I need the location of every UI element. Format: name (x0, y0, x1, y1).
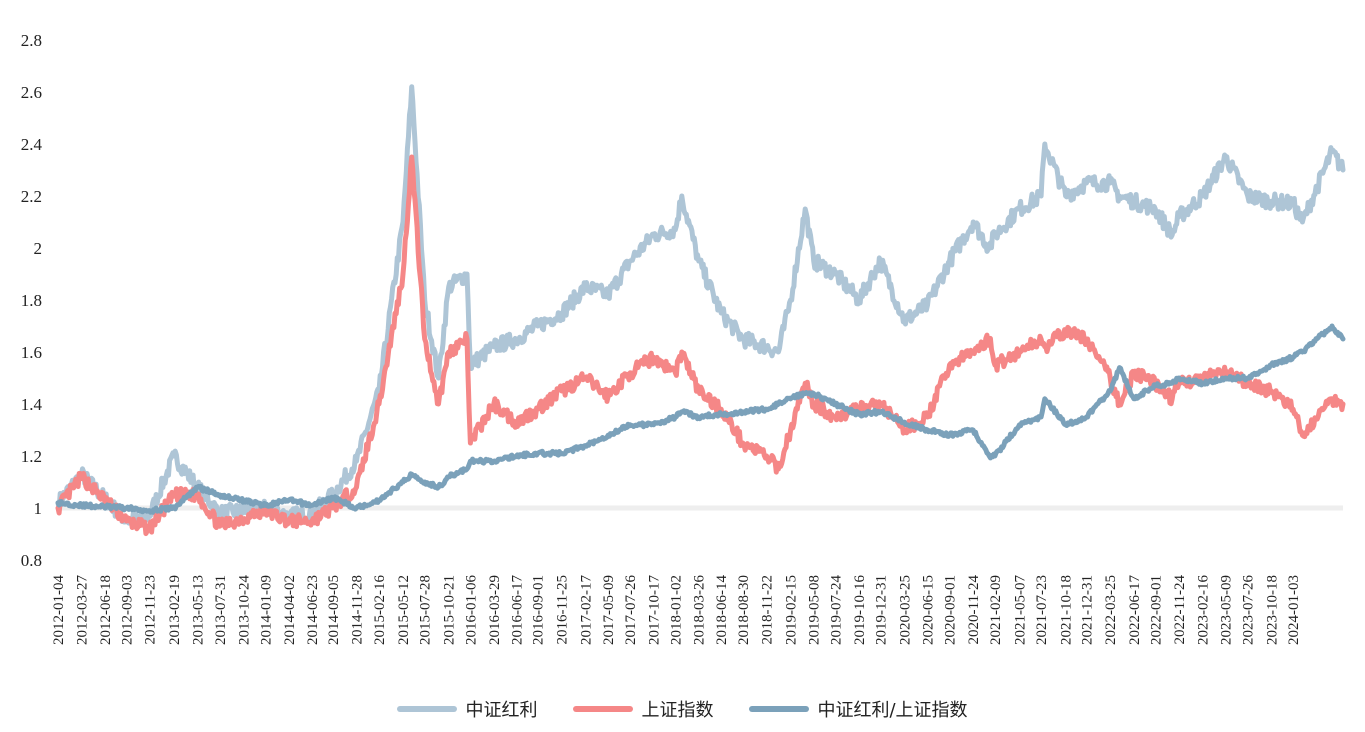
x-tick-label: 2014-01-09 (258, 575, 274, 645)
x-tick-label: 2022-11-24 (1172, 575, 1188, 645)
x-tick-label: 2019-05-08 (807, 575, 823, 645)
x-tick-label: 2023-07-26 (1241, 575, 1257, 645)
x-tick-label: 2015-10-21 (442, 575, 458, 645)
legend-item-shanghai-composite[interactable]: 上证指数 (573, 696, 713, 722)
x-tick-label: 2021-05-07 (1012, 575, 1028, 645)
y-tick-label: 2.4 (21, 135, 43, 154)
x-tick-label: 2024-01-03 (1286, 575, 1302, 645)
y-tick-label: 1.2 (21, 447, 42, 466)
y-tick-label: 1 (34, 499, 43, 518)
x-tick-label: 2016-06-17 (509, 575, 525, 645)
x-tick-label: 2017-07-26 (623, 575, 639, 645)
x-tick-label: 2016-09-01 (531, 575, 547, 645)
x-tick-label: 2018-06-14 (714, 575, 730, 645)
x-tick-label: 2020-06-15 (921, 575, 937, 645)
x-tick-label: 2022-06-17 (1127, 575, 1143, 645)
x-tick-label: 2021-07-23 (1034, 575, 1050, 645)
x-tick-label: 2016-01-06 (463, 575, 479, 645)
x-tick-label: 2022-09-01 (1148, 575, 1164, 645)
legend-item-dividend-index[interactable]: 中证红利 (397, 696, 537, 722)
x-tick-label: 2018-08-30 (736, 575, 752, 645)
x-tick-label: 2012-11-23 (142, 575, 158, 644)
legend: 中证红利 上证指数 中证红利/上证指数 (0, 694, 1365, 724)
x-tick-label: 2012-01-04 (51, 575, 67, 645)
x-tick-label: 2015-02-16 (372, 575, 388, 645)
legend-label-ratio: 中证红利/上证指数 (817, 700, 968, 721)
x-tick-label: 2018-11-22 (760, 575, 776, 644)
x-tick-label: 2012-09-03 (119, 575, 135, 645)
y-tick-label: 0.8 (21, 551, 42, 570)
series-line-0 (55, 84, 1346, 527)
x-tick-label: 2019-12-31 (873, 575, 889, 645)
y-axis-ticks: 0.8 1 1.2 1.4 1.6 1.8 2 2.2 2.4 2.6 2.8 (21, 31, 43, 570)
x-tick-label: 2019-10-16 (852, 575, 868, 645)
legend-label-shanghai-composite: 上证指数 (641, 700, 714, 721)
x-tick-label: 2016-03-29 (487, 575, 503, 645)
x-tick-label: 2018-03-26 (692, 575, 708, 645)
x-tick-label: 2023-02-16 (1196, 575, 1212, 645)
legend-swatch-dividend-index (397, 706, 458, 712)
x-tick-label: 2020-03-25 (897, 575, 913, 645)
x-tick-label: 2023-05-09 (1219, 575, 1235, 645)
legend-item-ratio[interactable]: 中证红利/上证指数 (749, 696, 968, 722)
x-tick-label: 2017-05-09 (601, 575, 617, 645)
x-tick-label: 2015-07-28 (418, 575, 434, 645)
x-tick-label: 2021-02-09 (988, 575, 1004, 645)
y-tick-label: 2.6 (21, 83, 42, 102)
x-tick-label: 2013-07-31 (213, 575, 229, 645)
y-tick-label: 1.8 (21, 291, 42, 310)
x-tick-label: 2017-10-17 (647, 575, 663, 645)
x-tick-label: 2013-02-19 (167, 575, 183, 645)
x-tick-label: 2016-11-25 (555, 575, 571, 644)
x-tick-label: 2023-10-18 (1264, 575, 1280, 645)
x-tick-label: 2019-07-24 (828, 575, 844, 645)
y-tick-label: 1.4 (21, 395, 43, 414)
x-tick-label: 2021-10-18 (1059, 575, 1075, 645)
x-tick-label: 2014-04-02 (282, 575, 298, 645)
x-tick-label: 2013-05-13 (191, 575, 207, 645)
x-tick-label: 2018-01-02 (668, 575, 684, 645)
series-line-2 (55, 323, 1346, 515)
x-tick-label: 2022-03-25 (1103, 575, 1119, 645)
legend-swatch-shanghai-composite (573, 706, 634, 712)
legend-swatch-ratio (749, 706, 810, 712)
x-tick-label: 2014-09-05 (326, 575, 342, 645)
y-tick-label: 1.6 (21, 343, 42, 362)
y-tick-label: 2.2 (21, 187, 42, 206)
x-tick-label: 2015-05-12 (396, 575, 412, 645)
x-tick-label: 2017-02-17 (578, 575, 594, 645)
x-tick-label: 2021-12-31 (1080, 575, 1096, 645)
x-tick-label: 2012-06-18 (98, 575, 114, 645)
series-line-1 (55, 154, 1346, 537)
y-tick-label: 2.8 (21, 31, 42, 50)
x-tick-label: 2014-11-28 (349, 575, 365, 644)
x-tick-label: 2019-02-15 (784, 575, 800, 645)
x-tick-label: 2013-10-24 (237, 575, 253, 645)
x-tick-label: 2012-03-27 (74, 575, 90, 645)
legend-label-dividend-index: 中证红利 (465, 700, 538, 721)
x-axis-ticks: 2012-01-04 2012-03-27 2012-06-18 2012-09-03… (51, 575, 1302, 645)
x-tick-label: 2020-11-24 (966, 575, 982, 645)
x-tick-label: 2014-06-23 (305, 575, 321, 645)
x-tick-label: 2020-09-01 (943, 575, 959, 645)
series-layer (55, 84, 1346, 537)
y-tick-label: 2 (34, 239, 43, 258)
